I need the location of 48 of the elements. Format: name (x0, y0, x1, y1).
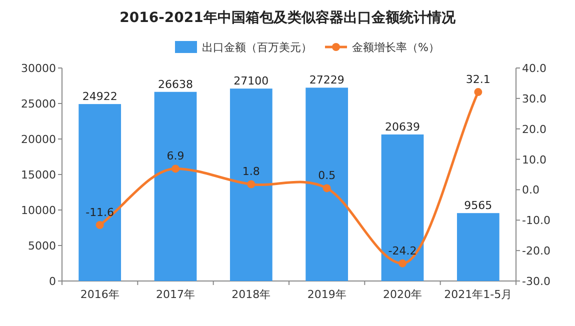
point (172, 164, 180, 173)
y-tick-label: 25000 (21, 98, 56, 110)
data-label: 27229 (309, 74, 344, 87)
data-label: -11.6 (86, 206, 114, 220)
point (322, 184, 331, 192)
x-tick-label: 2017年 (156, 288, 195, 301)
y2-tick-label: 10.0 (522, 153, 546, 166)
point (474, 88, 482, 96)
y2-tick-label: 40.0 (522, 62, 546, 75)
y-tick-label: 10000 (21, 204, 56, 217)
x-tick-label: 2020年 (383, 288, 422, 301)
data-label: 1.8 (242, 165, 260, 178)
data-label: 20639 (385, 120, 420, 134)
y2-tick-label: -30.0 (522, 275, 550, 288)
y-tick-label: 30000 (21, 62, 56, 75)
bar (456, 213, 500, 281)
legend-label: 出口金额（百万美元） (202, 41, 312, 54)
chart-title: 2016-2021年中国箱包及类似容器出口金额统计情况 (120, 9, 456, 26)
x-tick-label: 2019年 (307, 288, 346, 301)
data-label: -24.2 (388, 244, 417, 258)
data-label: 0.5 (318, 169, 336, 182)
y-tick-label: 5000 (28, 240, 56, 252)
data-label: 32.1 (466, 73, 490, 86)
point (247, 180, 256, 188)
data-label: 24922 (82, 90, 118, 104)
bar (154, 92, 197, 281)
bar (381, 134, 424, 281)
y2-tick-label: 30.0 (522, 92, 546, 106)
y2-tick-label: -10.0 (522, 214, 550, 228)
x-tick-label: 2018年 (232, 288, 271, 301)
data-label: 27100 (234, 74, 269, 88)
point (96, 221, 104, 230)
x-tick-label: 2021年1-5月 (444, 288, 512, 301)
bar (306, 88, 348, 281)
point (398, 259, 406, 268)
data-label: 6.9 (166, 150, 184, 163)
data-label: 26638 (158, 78, 193, 91)
y-tick-label: 15000 (21, 168, 56, 182)
y2-tick-label: 0.0 (522, 184, 540, 197)
y-tick-label: 0 (49, 275, 56, 288)
legend-label: 金额增长率（%） (352, 41, 440, 54)
y2-tick-label: 20.0 (522, 122, 546, 136)
y-tick-label: 20000 (21, 133, 56, 146)
bar (78, 104, 122, 281)
data-label: 9565 (464, 199, 492, 212)
y2-tick-label: -20.0 (522, 244, 550, 258)
bar (230, 88, 272, 281)
x-tick-label: 2016年 (80, 288, 120, 301)
